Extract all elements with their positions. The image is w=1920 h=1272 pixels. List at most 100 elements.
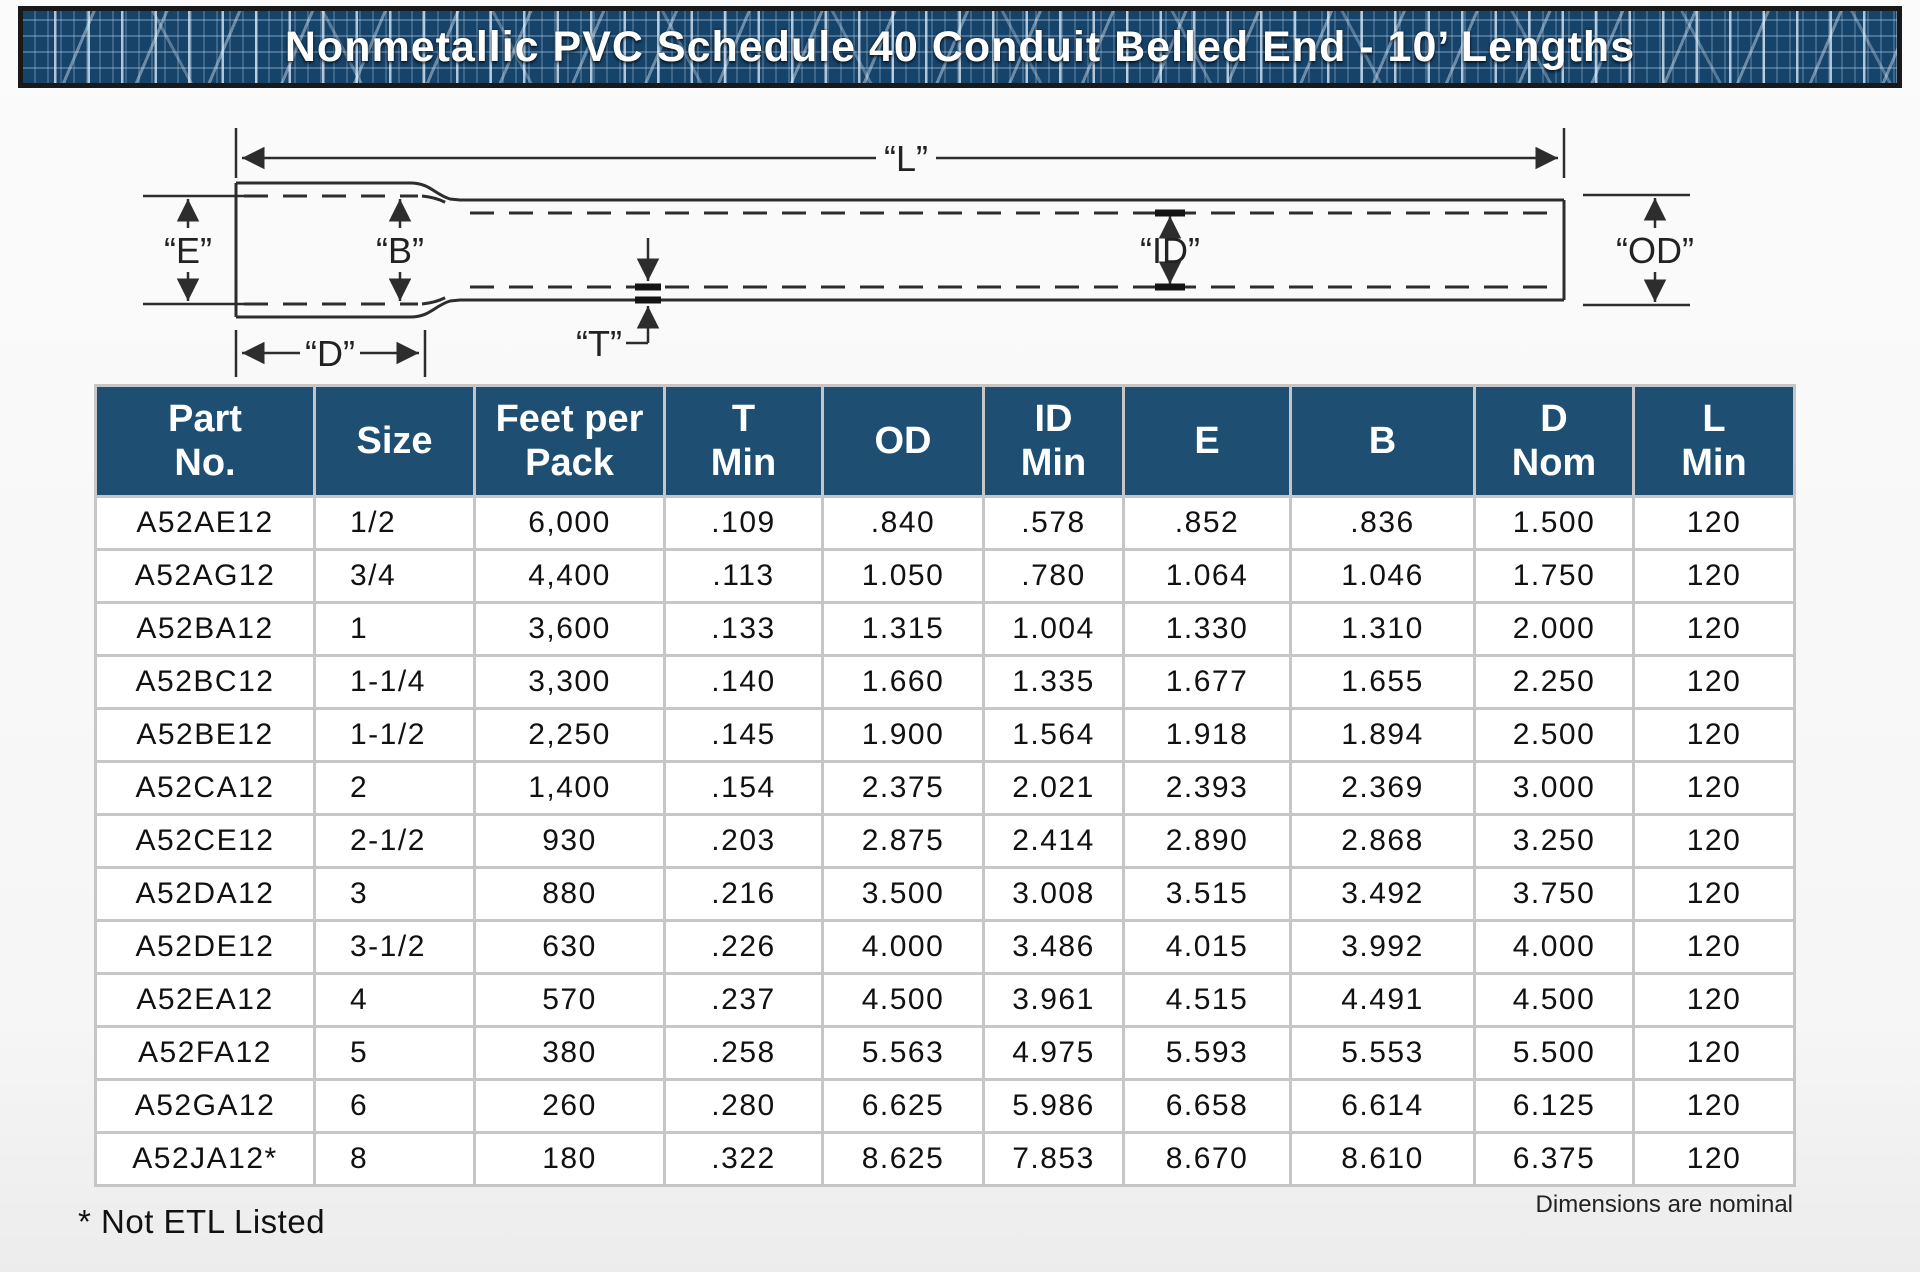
cell-e: 3.515 xyxy=(1125,869,1289,919)
cell-size: 2 xyxy=(316,763,473,813)
cell-id_min: 5.986 xyxy=(985,1081,1122,1131)
cell-size: 6 xyxy=(316,1081,473,1131)
col-header-id_min: ID Min xyxy=(985,387,1122,495)
cell-e: 1.330 xyxy=(1125,604,1289,654)
table-row: A52DE12 3-1/2 630.226 4.000 3.486 4.015 3.992 4… xyxy=(97,922,1793,972)
cell-feet_per_pack: 6,000 xyxy=(476,498,663,548)
cell-id_min: 3.961 xyxy=(985,975,1122,1025)
cell-d_nom: 3.750 xyxy=(1476,869,1632,919)
cell-d_nom: 2.500 xyxy=(1476,710,1632,760)
cell-part_no: A52BE12 xyxy=(97,710,313,760)
cell-t_min: .226 xyxy=(666,922,821,972)
cell-l_min: 120 xyxy=(1635,922,1793,972)
cell-d_nom: 3.250 xyxy=(1476,816,1632,866)
col-header-l_min: L Min xyxy=(1635,387,1793,495)
cell-d_nom: 2.000 xyxy=(1476,604,1632,654)
cell-size: 1-1/2 xyxy=(316,710,473,760)
table-row: A52FA12 5 380.258 5.563 4.975 5.593 5.553 5.500… xyxy=(97,1028,1793,1078)
cell-l_min: 120 xyxy=(1635,1028,1793,1078)
cell-feet_per_pack: 570 xyxy=(476,975,663,1025)
dim-T: “T” xyxy=(576,238,661,364)
table-row: A52DA12 3 880.216 3.500 3.008 3.515 3.492 3.750… xyxy=(97,869,1793,919)
cell-size: 4 xyxy=(316,975,473,1025)
spec-table-container: Part No. Size Feet per Pack T Min OD ID Min E B D Nom… xyxy=(94,384,1804,1187)
cell-e: 1.064 xyxy=(1125,551,1289,601)
cell-l_min: 120 xyxy=(1635,710,1793,760)
cell-e: 5.593 xyxy=(1125,1028,1289,1078)
cell-d_nom: 5.500 xyxy=(1476,1028,1632,1078)
cell-feet_per_pack: 260 xyxy=(476,1081,663,1131)
spec-table: Part No. Size Feet per Pack T Min OD ID Min E B D Nom… xyxy=(94,384,1796,1187)
label-OD: “OD” xyxy=(1616,230,1694,271)
cell-t_min: .133 xyxy=(666,604,821,654)
cell-l_min: 120 xyxy=(1635,975,1793,1025)
label-T: “T” xyxy=(576,323,622,364)
cell-part_no: A52AG12 xyxy=(97,551,313,601)
cell-t_min: .140 xyxy=(666,657,821,707)
label-L: “L” xyxy=(884,138,928,179)
cell-feet_per_pack: 930 xyxy=(476,816,663,866)
cell-part_no: A52GA12 xyxy=(97,1081,313,1131)
cell-size: 1/2 xyxy=(316,498,473,548)
cell-d_nom: 1.500 xyxy=(1476,498,1632,548)
cell-d_nom: 6.375 xyxy=(1476,1134,1632,1184)
cell-id_min: .780 xyxy=(985,551,1122,601)
dim-ID: “ID” xyxy=(1140,209,1200,291)
cell-part_no: A52DE12 xyxy=(97,922,313,972)
cell-b: .836 xyxy=(1292,498,1473,548)
cell-size: 5 xyxy=(316,1028,473,1078)
cell-size: 8 xyxy=(316,1134,473,1184)
conduit-outline xyxy=(234,181,1566,319)
cell-b: 8.610 xyxy=(1292,1134,1473,1184)
cell-part_no: A52BC12 xyxy=(97,657,313,707)
cell-od: 4.500 xyxy=(824,975,982,1025)
cell-od: .840 xyxy=(824,498,982,548)
cell-size: 3/4 xyxy=(316,551,473,601)
cell-l_min: 120 xyxy=(1635,604,1793,654)
cell-d_nom: 4.500 xyxy=(1476,975,1632,1025)
cell-feet_per_pack: 2,250 xyxy=(476,710,663,760)
cell-b: 1.655 xyxy=(1292,657,1473,707)
header-row: Part No. Size Feet per Pack T Min OD ID Min E B D Nom… xyxy=(97,387,1793,495)
cell-e: 8.670 xyxy=(1125,1134,1289,1184)
cell-t_min: .237 xyxy=(666,975,821,1025)
cell-feet_per_pack: 1,400 xyxy=(476,763,663,813)
cell-id_min: 2.021 xyxy=(985,763,1122,813)
cell-feet_per_pack: 180 xyxy=(476,1134,663,1184)
footnote-not-etl: * Not ETL Listed xyxy=(78,1203,326,1240)
cell-size: 1 xyxy=(316,604,473,654)
cell-b: 5.553 xyxy=(1292,1028,1473,1078)
cell-t_min: .145 xyxy=(666,710,821,760)
cell-b: 1.046 xyxy=(1292,551,1473,601)
cell-od: 4.000 xyxy=(824,922,982,972)
cell-d_nom: 1.750 xyxy=(1476,551,1632,601)
col-header-t_min: T Min xyxy=(666,387,821,495)
cell-l_min: 120 xyxy=(1635,498,1793,548)
col-header-b: B xyxy=(1292,387,1473,495)
cell-feet_per_pack: 630 xyxy=(476,922,663,972)
cell-size: 3 xyxy=(316,869,473,919)
cell-feet_per_pack: 3,300 xyxy=(476,657,663,707)
cell-part_no: A52FA12 xyxy=(97,1028,313,1078)
table-row: A52JA12* 8 180.322 8.625 7.853 8.670 8.610 6.37… xyxy=(97,1134,1793,1184)
cell-part_no: A52CE12 xyxy=(97,816,313,866)
cell-feet_per_pack: 880 xyxy=(476,869,663,919)
dim-L: “L” xyxy=(234,128,1566,179)
cell-part_no: A52BA12 xyxy=(97,604,313,654)
cell-e: 1.677 xyxy=(1125,657,1289,707)
cell-id_min: 1.004 xyxy=(985,604,1122,654)
cell-d_nom: 6.125 xyxy=(1476,1081,1632,1131)
cell-t_min: .154 xyxy=(666,763,821,813)
cell-id_min: 1.335 xyxy=(985,657,1122,707)
cell-id_min: .578 xyxy=(985,498,1122,548)
table-row: A52EA12 4 570.237 4.500 3.961 4.515 4.491 4.500… xyxy=(97,975,1793,1025)
cell-od: 2.875 xyxy=(824,816,982,866)
cell-l_min: 120 xyxy=(1635,869,1793,919)
col-header-feet_per_pack: Feet per Pack xyxy=(476,387,663,495)
label-ID: “ID” xyxy=(1140,230,1200,271)
dim-D: “D” xyxy=(234,330,427,377)
cell-od: 6.625 xyxy=(824,1081,982,1131)
dim-OD: “OD” xyxy=(1583,193,1694,307)
table-body: A52AE12 1/2 6,000.109.840.578.852.836 1.500… xyxy=(97,498,1793,1184)
cell-t_min: .280 xyxy=(666,1081,821,1131)
